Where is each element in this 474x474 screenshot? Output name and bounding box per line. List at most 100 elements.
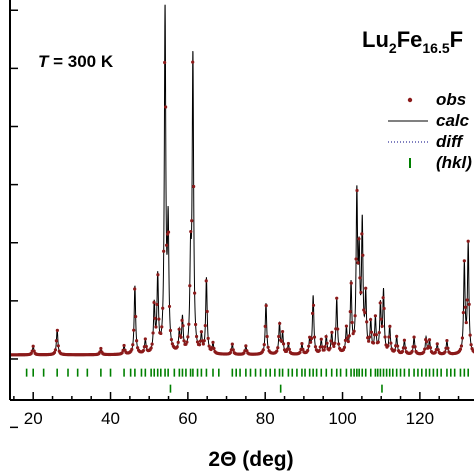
obs-point [342,345,347,350]
legend-label: (hkl) [436,153,472,172]
diff-series-line [10,425,474,431]
obs-point [362,308,366,312]
legend-item: (hkl) [409,153,472,172]
obs-point [194,334,199,339]
obs-point [300,342,304,346]
obs-point [187,322,191,326]
obs-point [277,334,281,339]
title-sub-1: 2 [389,40,397,56]
obs-point [396,344,400,348]
obs-point [228,351,232,355]
obs-point [373,314,377,318]
obs-point [389,341,393,345]
legend-label: calc [436,111,470,130]
obs-point [345,336,349,340]
obs-point [168,328,173,333]
obs-point [359,290,363,295]
obs-point [446,346,450,350]
obs-point [410,349,414,353]
obs-point [190,219,194,223]
obs-point [333,341,337,345]
obs-point [192,184,196,189]
obs-point [413,345,417,349]
obs-point [307,344,311,348]
legend: obs calc diff (hkl) [388,90,472,172]
obs-point [353,314,357,318]
obs-point [422,350,426,354]
obs-point [360,232,364,236]
obs-point [157,317,161,321]
obs-point [206,336,210,340]
obs-point [201,342,205,346]
obs-point [443,350,447,354]
obs-point [428,346,433,350]
obs-point [468,333,472,337]
obs-point [301,347,305,351]
obs-point [202,339,206,343]
obs-point [354,257,358,261]
obs-point [144,344,148,349]
obs-point [395,334,399,338]
obs-point [347,334,351,338]
obs-point [368,317,373,322]
obs-point [337,342,341,346]
obs-point [329,339,333,343]
obs-point [458,347,463,351]
x-tick-label: 100 [328,409,356,428]
title-element-1: Lu [362,27,389,52]
obs-point [165,243,169,247]
obs-point [162,249,166,253]
obs-point [151,331,155,335]
obs-point [400,349,405,354]
obs-point [306,348,310,353]
obs-point [230,342,234,346]
obs-point [153,316,157,321]
obs-point [324,334,328,339]
obs-point [344,324,348,328]
obs-point [149,346,153,350]
obs-point [133,287,137,291]
obs-point [332,344,336,349]
obs-point [176,340,180,344]
obs-point [388,324,392,328]
obs-point [320,345,324,349]
obs-point [311,303,316,307]
obs-point [134,314,138,319]
title-sub-2: 16.5 [422,40,449,56]
obs-point [156,273,160,277]
obs-point [382,306,386,311]
obs-point [155,302,159,307]
obs-point [459,344,464,348]
obs-point [160,325,164,329]
obs-point [335,296,339,300]
obs-point [186,335,190,339]
obs-point [280,339,284,343]
x-tick-label: 80 [256,409,275,428]
obs-point [319,337,323,341]
title-element-2: Fe [397,27,423,52]
obs-point [191,60,195,64]
obs-point [350,320,354,325]
obs-point [368,335,372,339]
obs-point [361,253,365,257]
obs-point [346,339,350,344]
obs-point [275,349,279,353]
axes [9,0,474,429]
obs-point [52,350,57,355]
obs-point [167,304,172,309]
obs-point [298,350,302,354]
obs-point [212,346,216,351]
obs-point [463,305,467,309]
obs-point [131,343,135,347]
obs-point [393,348,397,352]
obs-point [175,345,179,349]
obs-point [55,328,59,332]
obs-point [132,328,136,332]
obs-point [31,344,35,348]
obs-point [180,318,184,322]
obs-point [182,339,186,343]
obs-point [383,335,387,339]
obs-point [349,281,353,285]
obs-point [402,338,406,342]
obs-point [379,317,383,321]
